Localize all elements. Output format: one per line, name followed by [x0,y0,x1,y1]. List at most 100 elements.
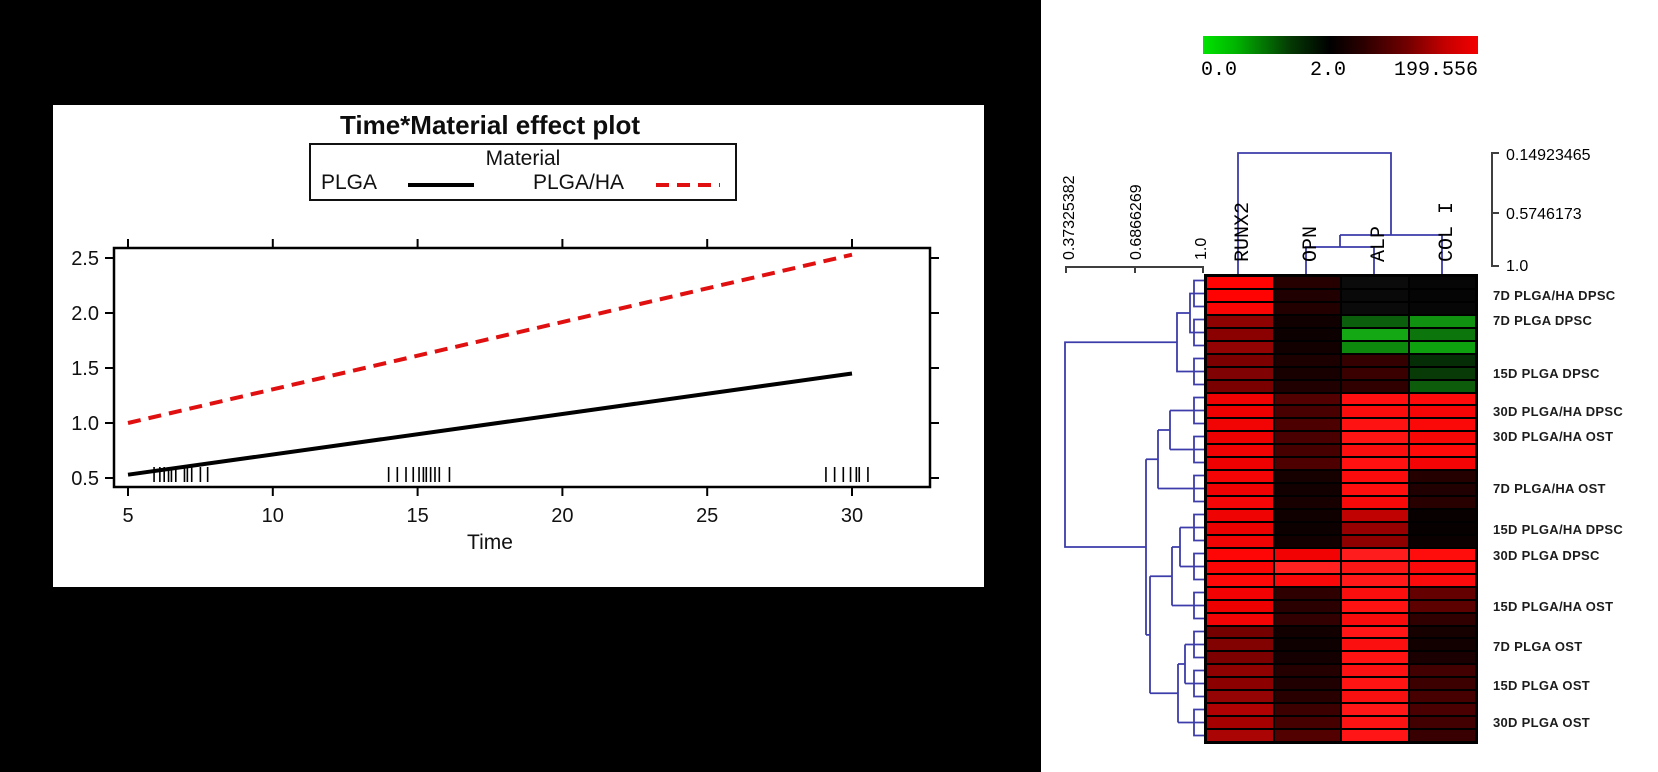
heatmap-cell-r22-opn [1273,547,1341,561]
heatmap-cell-r9-opn [1273,379,1341,393]
heatmap-cell-r2-opn [1273,288,1341,302]
heatmap-cell-r21-col-i [1408,534,1476,548]
heatmap-cell-r28-col-i [1408,625,1476,639]
row-scale-tick-3: 1.0 [1193,238,1210,260]
heatmap-cell-r6-alp [1341,340,1409,354]
heatmap-cell-r2-runx2 [1206,288,1274,302]
heatmap-cell-r26-runx2 [1206,599,1274,613]
column-label-alp: ALP [1368,226,1391,262]
heatmap-cell-r18-col-i [1408,496,1476,509]
heatmap-cell-r4-col-i [1408,314,1476,328]
heatmap-cell-r17-opn [1273,483,1341,497]
heatmap-cell-r25-alp [1341,586,1409,600]
y-tick-label: 0.5 [71,468,99,490]
heatmap-cell-r33-col-i [1408,690,1476,704]
heatmap-cell-r24-col-i [1408,573,1476,587]
heatmap-cell-r12-alp [1341,418,1409,432]
heatmap-cell-r15-col-i [1408,457,1476,471]
heatmap-cell-r1-opn [1273,276,1341,289]
color-key-min-label: 0.0 [1201,59,1238,82]
heatmap-cell-r16-runx2 [1206,470,1274,484]
heatmap-cell-r7-runx2 [1206,353,1274,367]
heatmap-cell-r32-alp [1341,677,1409,691]
heatmap-cell-r17-runx2 [1206,483,1274,497]
heatmap-cell-r27-runx2 [1206,612,1274,626]
heatmap-cell-r27-opn [1273,612,1341,626]
legend-label-plga-ha: PLGA/HA [533,171,625,194]
dendrogram-svg: 0.37325382 0.6866269 1.0 0.14923465 0.57… [1061,147,1591,737]
heatmap-cell-r21-alp [1341,534,1409,548]
legend-line-solid-sample [408,183,474,187]
heatmap-cell-r3-col-i [1408,301,1476,315]
heatmap-cell-r23-opn [1273,560,1341,574]
heatmap-cell-r18-opn [1273,496,1341,509]
heatmap-cell-r36-alp [1341,729,1409,742]
heatmap-cell-r31-alp [1341,664,1409,678]
row-label-15d-plga-ost: 15D PLGA OST [1493,678,1591,693]
heatmap-cell-r26-alp [1341,599,1409,613]
heatmap-cell-r1-runx2 [1206,276,1274,289]
heatmap-cell-r16-col-i [1408,470,1476,484]
heatmap-cell-r17-alp [1341,483,1409,497]
heatmap-cell-r31-col-i [1408,664,1476,678]
heatmap-cell-r18-alp [1341,496,1409,509]
heatmap-cell-r19-opn [1273,509,1341,522]
heatmap-cell-r23-runx2 [1206,560,1274,574]
heatmap-cell-r10-runx2 [1206,392,1274,406]
heatmap-cell-r29-col-i [1408,638,1476,652]
heatmap-cell-r3-runx2 [1206,301,1274,315]
column-label-opn: OPN [1300,226,1323,262]
heatmap-cell-r36-runx2 [1206,729,1274,742]
row-label-30d-plga-ha-dpsc: 30D PLGA/HA DPSC [1493,404,1624,419]
heatmap-cell-r32-runx2 [1206,677,1274,691]
heatmap-cell-r8-runx2 [1206,366,1274,380]
heatmap-cell-r15-opn [1273,457,1341,471]
heatmap-cell-r32-opn [1273,677,1341,691]
heatmap-cell-r8-alp [1341,366,1409,380]
heatmap-cell-r33-opn [1273,690,1341,704]
heatmap-cell-r24-alp [1341,573,1409,587]
y-tick-label: 2.0 [71,303,99,325]
y-tick-label: 1.5 [71,358,99,380]
heatmap-cell-r20-alp [1341,521,1409,535]
x-tick-label: 5 [122,505,133,527]
heatmap-cell-r27-alp [1341,612,1409,626]
heatmap-cell-r13-opn [1273,431,1341,445]
heatmap-cell-r1-alp [1341,276,1409,289]
heatmap-cell-r13-alp [1341,431,1409,445]
heatmap-cell-r34-runx2 [1206,703,1274,717]
heatmap-cell-r34-opn [1273,703,1341,717]
row-label-30d-plga-dpsc: 30D PLGA DPSC [1493,548,1600,563]
row-scale-tick-2: 0.6866269 [1128,184,1145,260]
heatmap-cell-r3-opn [1273,301,1341,315]
series-line-plga [127,371,853,477]
column-dendrogram [1237,152,1443,274]
col-scale-tick-3: 1.0 [1506,258,1528,275]
axis-ticks: 5 10 15 20 25 30 0.5 1.0 1.5 2.0 2.5 [71,239,939,527]
heatmap-cell-r23-alp [1341,560,1409,574]
heatmap-cell-r7-col-i [1408,353,1476,367]
column-dendrogram-scale [1491,152,1499,267]
heatmap-cell-r3-alp [1341,301,1409,315]
heatmap-cell-r2-alp [1341,288,1409,302]
heatmap-grid [1204,274,1478,744]
heatmap-cell-r14-runx2 [1206,444,1274,458]
heatmap-cell-r19-alp [1341,509,1409,522]
heatmap-cell-r30-col-i [1408,651,1476,665]
heatmap-cell-r25-col-i [1408,586,1476,600]
heatmap-cell-r26-col-i [1408,599,1476,613]
heatmap-cell-r35-col-i [1408,716,1476,730]
plot-title: Time*Material effect plot [339,110,641,140]
heatmap-cell-r6-col-i [1408,340,1476,354]
heatmap-cell-r4-opn [1273,314,1341,328]
row-label-7d-plga-ha-ost: 7D PLGA/HA OST [1493,481,1606,496]
column-label-runx2: RUNX2 [1232,202,1255,262]
heatmap-cell-r15-alp [1341,457,1409,471]
color-key-gradient [1203,36,1478,54]
heatmap-cell-r7-opn [1273,353,1341,367]
heatmap-cell-r29-opn [1273,638,1341,652]
col-scale-tick-1: 0.14923465 [1506,147,1591,164]
heatmap-panel: 0.0 2.0 199.556 0.37325382 0.6866269 1.0… [1041,0,1658,772]
heatmap-cell-r14-opn [1273,444,1341,458]
row-label-30d-plga-ost: 30D PLGA OST [1493,715,1591,730]
